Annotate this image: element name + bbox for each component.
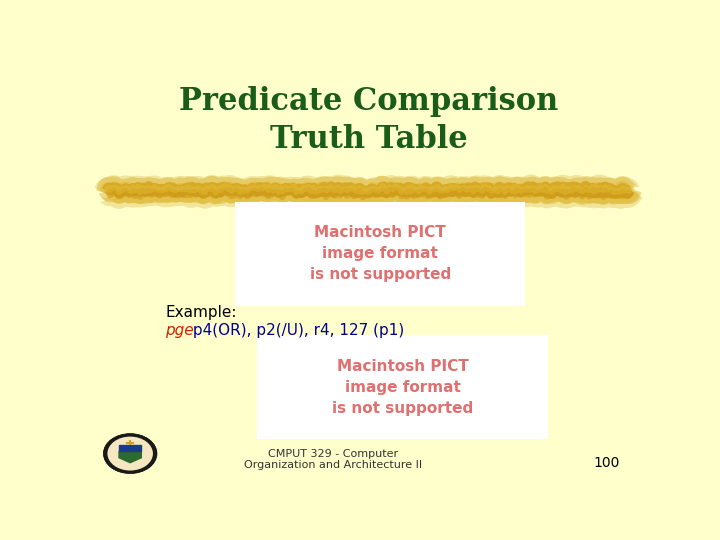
Text: p4(OR), p2(/U), r4, 127 (p1): p4(OR), p2(/U), r4, 127 (p1) bbox=[188, 322, 404, 338]
FancyBboxPatch shape bbox=[235, 202, 526, 306]
Circle shape bbox=[107, 437, 153, 470]
FancyBboxPatch shape bbox=[258, 335, 548, 439]
Text: Predicate Comparison
Truth Table: Predicate Comparison Truth Table bbox=[179, 85, 559, 155]
Circle shape bbox=[104, 434, 157, 474]
Text: 100: 100 bbox=[594, 456, 620, 470]
Polygon shape bbox=[119, 446, 141, 451]
Text: Macintosh PICT
image format
is not supported: Macintosh PICT image format is not suppo… bbox=[310, 226, 451, 282]
Text: CMPUT 329 - Computer
Organization and Architecture II: CMPUT 329 - Computer Organization and Ar… bbox=[243, 449, 422, 470]
Text: Macintosh PICT
image format
is not supported: Macintosh PICT image format is not suppo… bbox=[332, 359, 473, 416]
Text: pge: pge bbox=[166, 322, 194, 338]
Text: Example:: Example: bbox=[166, 305, 237, 320]
Polygon shape bbox=[119, 451, 141, 463]
